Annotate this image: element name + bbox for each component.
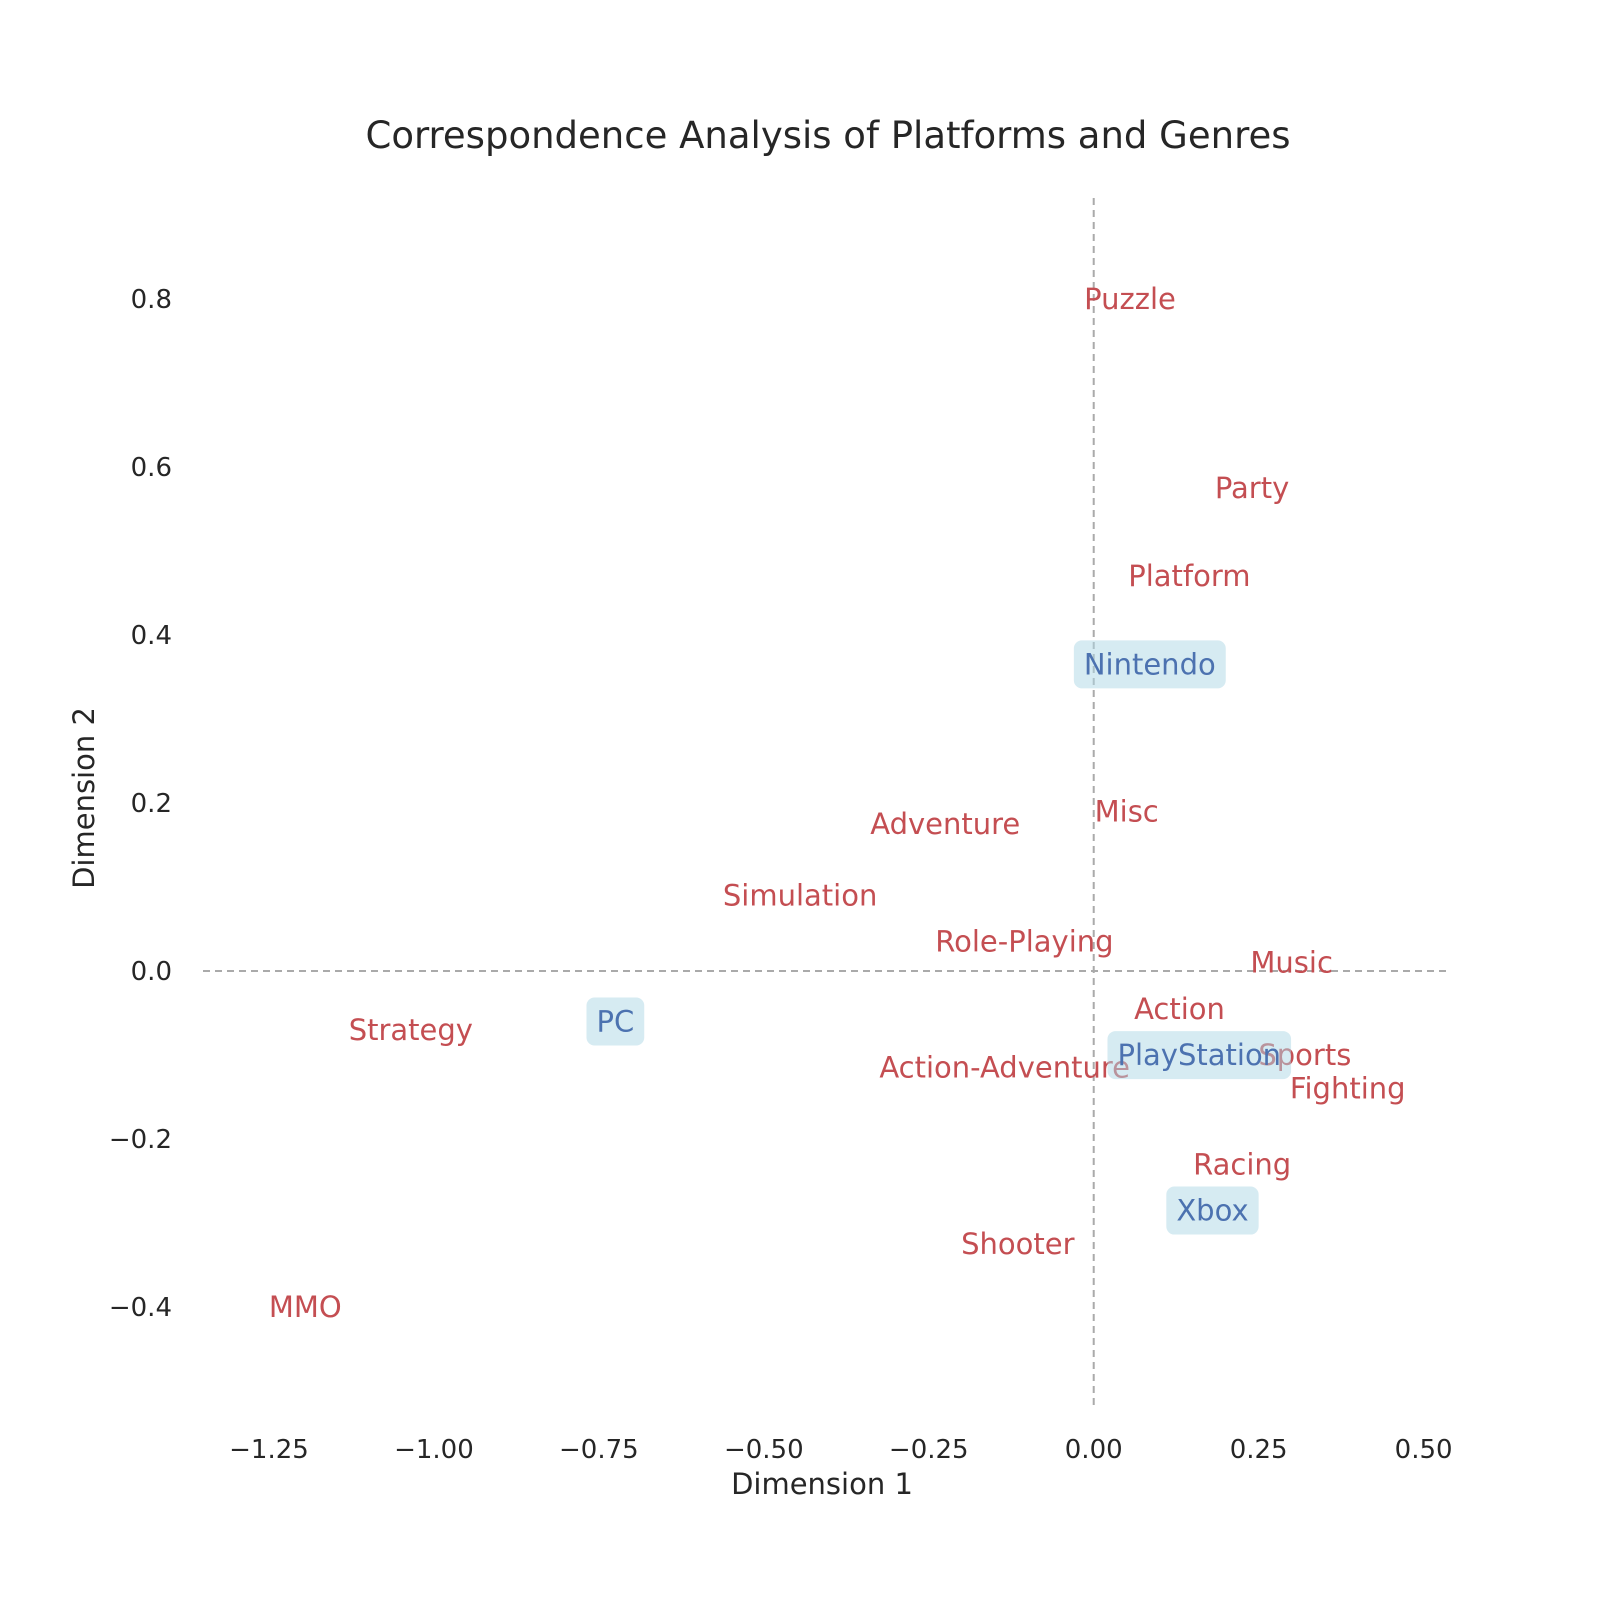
genre-label: Fighting bbox=[1290, 1072, 1406, 1106]
genre-point: Fighting bbox=[1290, 1072, 1406, 1106]
y-tick-label: −0.4 bbox=[109, 1293, 172, 1323]
platform-label: Xbox bbox=[1176, 1194, 1248, 1228]
genre-label: Adventure bbox=[870, 807, 1020, 841]
genre-point: Strategy bbox=[349, 1013, 473, 1047]
genre-point: Puzzle bbox=[1084, 282, 1176, 316]
y-tick-label: −0.2 bbox=[109, 1125, 172, 1155]
y-tick-label: 0.2 bbox=[131, 789, 172, 819]
reference-lines bbox=[203, 198, 1450, 1408]
genre-point: Racing bbox=[1193, 1147, 1291, 1181]
platform-label-box bbox=[1073, 640, 1226, 689]
genre-point: Adventure bbox=[870, 807, 1020, 841]
x-tick-label: 0.00 bbox=[1065, 1435, 1123, 1465]
genre-point: Party bbox=[1215, 471, 1289, 505]
y-tick-labels: −0.4 −0.2 0.0 0.2 0.4 0.6 0.8 bbox=[109, 285, 172, 1323]
genre-point: Shooter bbox=[961, 1227, 1074, 1261]
y-axis-label: Dimension 2 bbox=[67, 707, 101, 889]
platform-label-box bbox=[1107, 1031, 1292, 1080]
point-labels: Puzzle Party Platform Misc Adventure Simulati… bbox=[269, 282, 1406, 1324]
y-tick-label: 0.8 bbox=[131, 285, 172, 315]
platform-label-box bbox=[586, 997, 645, 1046]
x-tick-label: −0.50 bbox=[724, 1435, 804, 1465]
platform-label: Nintendo bbox=[1084, 647, 1216, 681]
genre-label: MMO bbox=[269, 1290, 342, 1324]
genre-point: Misc bbox=[1095, 794, 1159, 828]
platform-point: Xbox bbox=[1166, 1186, 1259, 1235]
genre-label: Action bbox=[1134, 992, 1225, 1026]
genre-point: Action-Adventure bbox=[879, 1051, 1130, 1085]
genre-label: Racing bbox=[1193, 1147, 1291, 1181]
platform-point: PlayStation bbox=[1107, 1031, 1292, 1080]
genre-label: Platform bbox=[1128, 559, 1250, 593]
genre-label: Misc bbox=[1095, 794, 1159, 828]
y-tick-label: 0.4 bbox=[131, 621, 172, 651]
genre-label: Action-Adventure bbox=[879, 1051, 1130, 1085]
platform-point: Nintendo bbox=[1073, 640, 1226, 689]
x-tick-labels: −1.25 −1.00 −0.75 −0.50 −0.25 0.00 0.25 0.50 bbox=[229, 1435, 1452, 1465]
genre-label: Role-Playing bbox=[935, 925, 1113, 959]
platform-label-box bbox=[1166, 1186, 1259, 1235]
platform-label: PC bbox=[596, 1004, 634, 1038]
genre-point: Platform bbox=[1128, 559, 1250, 593]
genre-label: Strategy bbox=[349, 1013, 473, 1047]
x-axis-label: Dimension 1 bbox=[731, 1467, 913, 1501]
x-tick-label: −1.25 bbox=[229, 1435, 309, 1465]
genre-label: Music bbox=[1250, 946, 1333, 980]
genre-point: Action bbox=[1134, 992, 1225, 1026]
x-tick-label: 0.25 bbox=[1230, 1435, 1288, 1465]
x-tick-label: −0.25 bbox=[889, 1435, 969, 1465]
x-tick-label: −1.00 bbox=[394, 1435, 474, 1465]
platform-point: PC bbox=[586, 997, 645, 1046]
x-tick-label: 0.50 bbox=[1395, 1435, 1453, 1465]
chart-title: Correspondence Analysis of Platforms and… bbox=[365, 114, 1290, 157]
platform-label: PlayStation bbox=[1117, 1038, 1281, 1072]
y-tick-label: 0.0 bbox=[131, 957, 172, 987]
genre-point: Simulation bbox=[723, 878, 877, 912]
genre-label: Party bbox=[1215, 471, 1289, 505]
genre-point: Role-Playing bbox=[935, 925, 1113, 959]
genre-point: MMO bbox=[269, 1290, 342, 1324]
genre-label: Simulation bbox=[723, 878, 877, 912]
genre-label: Puzzle bbox=[1084, 282, 1176, 316]
genre-label: Shooter bbox=[961, 1227, 1074, 1261]
genre-point: Music bbox=[1250, 946, 1333, 980]
x-tick-label: −0.75 bbox=[559, 1435, 639, 1465]
y-tick-label: 0.6 bbox=[131, 453, 172, 483]
